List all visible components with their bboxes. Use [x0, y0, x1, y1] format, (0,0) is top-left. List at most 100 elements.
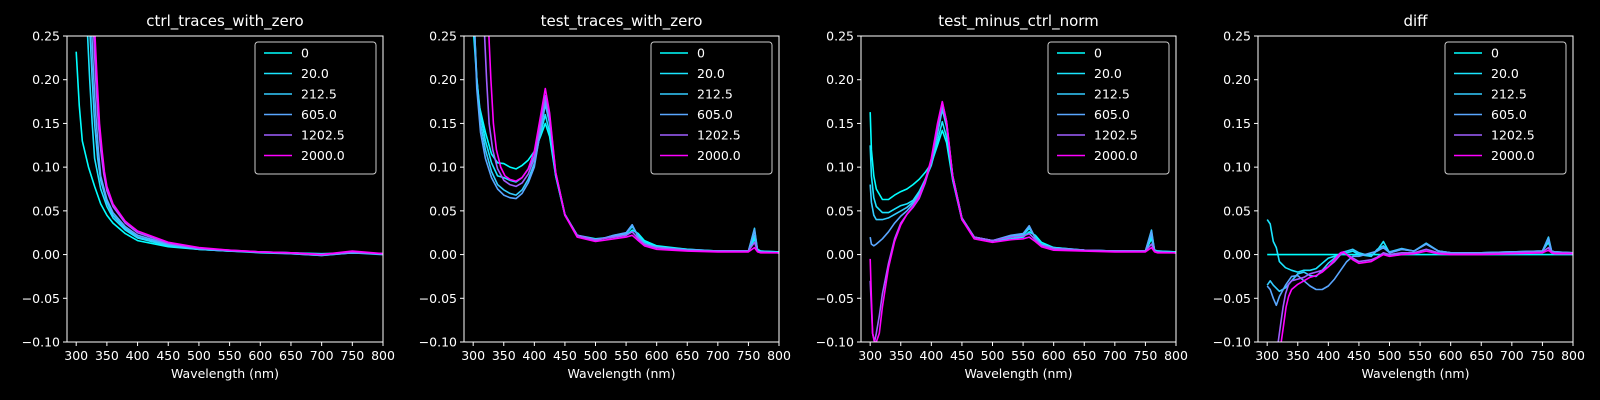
legend-entry: 1202.5 — [697, 128, 741, 143]
legend-entry: 2000.0 — [1491, 148, 1535, 163]
x-tick-label: 600 — [1439, 348, 1463, 363]
y-tick-label: 0.10 — [826, 160, 854, 175]
x-tick-label: 600 — [248, 348, 272, 363]
series-group — [75, 36, 383, 257]
legend-entry: 20.0 — [697, 66, 725, 81]
axes-frame — [463, 35, 780, 343]
legend-entry: 605.0 — [1094, 107, 1130, 122]
y-tick-label: −0.10 — [22, 335, 60, 350]
series-line-6 — [94, 36, 383, 256]
x-tick-label: 500 — [981, 348, 1005, 363]
legend-box — [1444, 41, 1567, 175]
y-tick-label: −0.05 — [1213, 291, 1251, 306]
y-tick-label: −0.10 — [1213, 335, 1251, 350]
legend-entry: 20.0 — [1491, 66, 1519, 81]
legend-entry: 1202.5 — [1094, 128, 1138, 143]
x-tick-label: 700 — [1103, 348, 1127, 363]
chart-title: ctrl_traces_with_zero — [146, 12, 303, 31]
chart-title: diff — [1403, 12, 1428, 30]
chart-panel-4: 300 350 400 450 500 550 600 650 700 750 800 −0.10 −0… — [1213, 12, 1585, 381]
x-tick-label: 750 — [340, 348, 364, 363]
x-tick-label: 700 — [1500, 348, 1524, 363]
x-tick-label: 500 — [584, 348, 608, 363]
legend-entry: 212.5 — [1094, 87, 1130, 102]
x-tick-label: 300 — [461, 348, 485, 363]
legend-entry: 1202.5 — [1491, 128, 1535, 143]
chart-title: test_traces_with_zero — [541, 12, 703, 31]
x-tick-label: 700 — [310, 348, 334, 363]
x-tick-label: 800 — [371, 348, 395, 363]
x-tick-label: 300 — [64, 348, 88, 363]
series-group — [1266, 219, 1573, 342]
legend-entry: 0 — [697, 46, 705, 61]
x-tick-label: 350 — [492, 348, 516, 363]
legend-box — [1047, 41, 1170, 175]
y-tick-label: 0.10 — [32, 160, 60, 175]
chart-panel-2: 300 350 400 450 500 550 600 650 700 750 800 −0.10 −0… — [419, 12, 791, 381]
x-tick-label: 650 — [1469, 348, 1493, 363]
x-tick-label: 400 — [126, 348, 150, 363]
x-tick-label: 550 — [218, 348, 242, 363]
x-tick-label: 500 — [187, 348, 211, 363]
y-tick-label: 0.05 — [1223, 203, 1251, 218]
series-line-6 — [1280, 249, 1573, 342]
x-tick-label: 600 — [1042, 348, 1066, 363]
y-tick-label: 0.15 — [1223, 116, 1251, 131]
series-line-6 — [869, 100, 1176, 342]
y-tick-label: 0.00 — [1223, 247, 1251, 262]
x-tick-label: 500 — [1378, 348, 1402, 363]
series-group — [472, 36, 779, 254]
x-tick-label: 750 — [1133, 348, 1157, 363]
x-tick-label: 300 — [858, 348, 882, 363]
x-tick-label: 750 — [1530, 348, 1554, 363]
legend-box — [254, 41, 377, 175]
y-tick-label: 0.25 — [32, 29, 60, 44]
y-tick-label: 0.00 — [32, 247, 60, 262]
x-tick-label: 350 — [1286, 348, 1310, 363]
legend-entry: 0 — [1491, 46, 1499, 61]
y-tick-label: −0.05 — [816, 291, 854, 306]
y-tick-label: −0.05 — [22, 291, 60, 306]
y-tick-label: 0.25 — [826, 29, 854, 44]
axes-frame — [66, 35, 384, 343]
chart-title: test_minus_ctrl_norm — [938, 12, 1099, 31]
y-tick-label: −0.05 — [419, 291, 457, 306]
x-tick-label: 650 — [675, 348, 699, 363]
y-tick-label: 0.20 — [429, 72, 457, 87]
y-tick-label: 0.25 — [429, 29, 457, 44]
x-tick-label: 800 — [1164, 348, 1188, 363]
x-tick-label: 750 — [736, 348, 760, 363]
y-tick-label: 0.20 — [1223, 72, 1251, 87]
legend: 0 20.0 212.5 605.0 1202.5 2000.0 — [1444, 41, 1567, 175]
series-line-2 — [1266, 219, 1573, 273]
x-tick-label: 550 — [614, 348, 638, 363]
legend: 0 20.0 212.5 605.0 1202.5 2000.0 — [254, 41, 377, 175]
legend-entry: 212.5 — [301, 87, 337, 102]
series-line-6 — [488, 36, 779, 254]
legend-entry: 2000.0 — [301, 148, 345, 163]
x-tick-label: 450 — [156, 348, 180, 363]
x-tick-label: 650 — [1072, 348, 1096, 363]
y-tick-label: 0.10 — [1223, 160, 1251, 175]
legend-entry: 605.0 — [697, 107, 733, 122]
x-tick-label: 400 — [919, 348, 943, 363]
y-tick-label: 0.20 — [826, 72, 854, 87]
x-tick-label: 800 — [767, 348, 791, 363]
x-axis-label: Wavelength (nm) — [171, 366, 279, 381]
y-tick-label: 0.05 — [826, 203, 854, 218]
legend-entry: 605.0 — [301, 107, 337, 122]
series-line-3 — [1266, 236, 1573, 293]
y-tick-label: 0.15 — [826, 116, 854, 131]
x-tick-label: 350 — [889, 348, 913, 363]
y-tick-label: 0.20 — [32, 72, 60, 87]
x-tick-label: 450 — [553, 348, 577, 363]
legend-entry: 2000.0 — [697, 148, 741, 163]
legend-entry: 20.0 — [1094, 66, 1122, 81]
y-tick-label: 0.15 — [32, 116, 60, 131]
legend-entry: 212.5 — [697, 87, 733, 102]
y-tick-label: 0.05 — [429, 203, 457, 218]
y-tick-label: 0.10 — [429, 160, 457, 175]
x-axis-label: Wavelength (nm) — [965, 366, 1073, 381]
axes-frame — [860, 35, 1177, 343]
